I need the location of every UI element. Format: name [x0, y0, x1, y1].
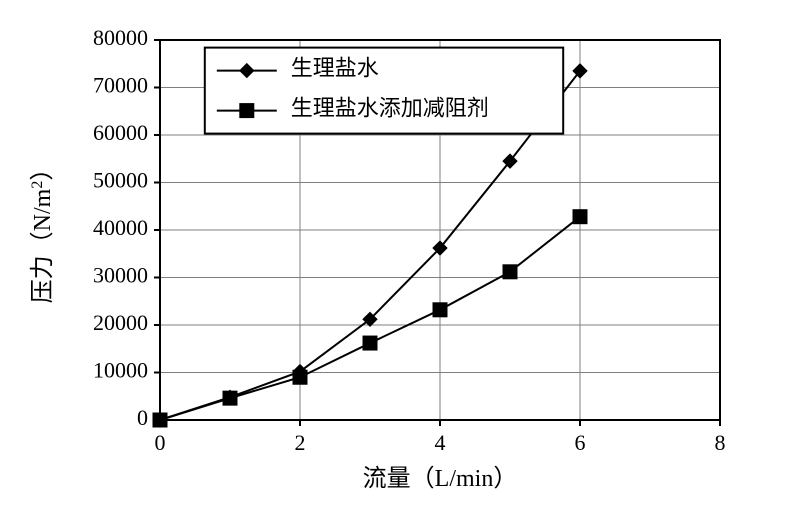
y-tick-label: 40000 — [93, 215, 148, 240]
y-tick-label: 20000 — [93, 310, 148, 335]
x-axis-label: 流量（L/min） — [363, 465, 518, 492]
y-axis-label: 压力（N/m2） — [29, 157, 57, 304]
x-tick-label: 4 — [435, 430, 446, 455]
y-tick-label: 80000 — [93, 25, 148, 50]
chart-container: 0 10000 20000 30000 40000 50000 60000 70000 8000… — [0, 0, 800, 530]
legend-label: 生理盐水添加减阻剂 — [291, 96, 489, 121]
legend: 生理盐水生理盐水添加减阻剂 — [205, 48, 563, 134]
x-tick-label: 0 — [155, 430, 166, 455]
chart-svg: 0 10000 20000 30000 40000 50000 60000 70000 8000… — [0, 0, 800, 530]
x-tick-label: 6 — [575, 430, 586, 455]
x-tick-label: 8 — [715, 430, 726, 455]
y-tick-label: 50000 — [93, 168, 148, 193]
y-tick-label: 30000 — [93, 263, 148, 288]
y-tick-label: 70000 — [93, 73, 148, 98]
y-tick-label: 10000 — [93, 358, 148, 383]
y-tick-label: 0 — [137, 405, 148, 430]
x-tick-label: 2 — [295, 430, 306, 455]
y-tick-label: 60000 — [93, 120, 148, 145]
legend-label: 生理盐水 — [291, 56, 379, 81]
